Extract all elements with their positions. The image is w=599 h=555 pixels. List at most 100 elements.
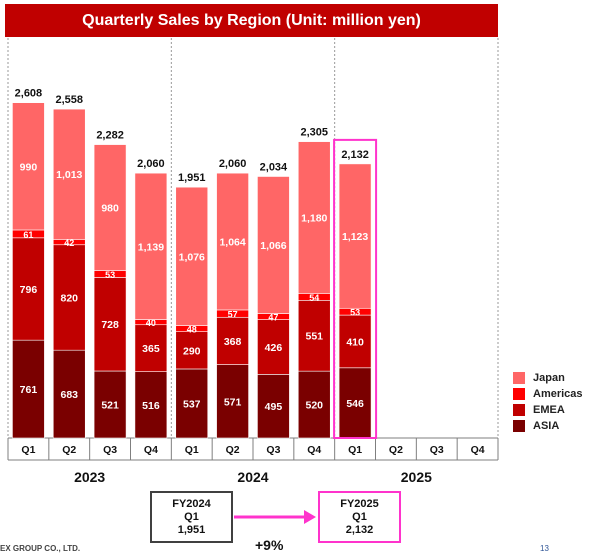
bar-value-label: 53 [105,270,115,280]
bar-segment-asia-2 [93,370,127,439]
highlight-box [333,138,378,439]
footer-company: EX GROUP CO., LTD. [0,544,81,553]
bar-value-label: 521 [101,400,119,412]
bar-value-label: 290 [183,345,201,357]
legend-swatch-emea [513,404,525,416]
bar-value-label: 1,139 [138,241,164,253]
bar-value-label: 571 [224,396,242,408]
bar-segment-asia-6 [257,374,290,439]
bar-total-label: 2,558 [55,94,83,106]
bar-value-label: 728 [101,319,119,331]
bar-segment-asia-7 [297,370,331,439]
bar-segment-japan-3 [134,172,168,320]
bar-value-label: 48 [187,325,197,335]
year-label: 2024 [237,469,268,485]
legend-item-japan: Japan [513,370,583,386]
comparison-box-fy2024: FY2024 Q1 1,951 [150,491,233,543]
comparison-fy2024-quarter: Q1 [184,511,199,523]
comparison-fy2025-quarter: Q1 [352,511,367,523]
bar-segment-japan-4 [175,186,209,326]
growth-rate: +9% [255,537,284,553]
bar-value-label: 410 [346,336,364,348]
legend-label-americas: Americas [533,388,583,400]
bar-value-label: 1,180 [301,213,327,225]
bar-value-label: 368 [224,336,242,348]
bar-total-label: 2,060 [137,158,165,170]
bar-value-label: 546 [346,398,364,410]
bar-total-label: 2,034 [260,161,288,173]
legend-label-japan: Japan [533,372,565,384]
bar-total-label: 2,608 [15,88,43,100]
bar-segment-emea-1 [52,244,86,351]
bar-value-label: 1,013 [56,169,82,181]
bar-value-label: 551 [305,331,323,343]
bar-value-label: 796 [20,284,38,296]
bar-value-label: 54 [309,293,319,303]
bar-total-label: 1,951 [178,172,206,184]
comparison-fy2025-value: 2,132 [345,524,374,536]
comparison-arrow-head [304,510,316,524]
bar-total-label: 2,060 [219,158,247,170]
category-label: Q2 [226,444,240,456]
category-label: Q3 [430,444,444,456]
category-label: Q1 [185,444,199,456]
chart-title: Quarterly Sales by Region (Unit: million… [5,4,498,37]
bar-segment-japan-5 [216,172,249,311]
bar-segment-emea-4 [175,331,209,370]
comparison-fy2024-year: FY2024 [172,498,211,510]
legend-item-americas: Americas [513,386,583,402]
category-label: Q4 [307,444,321,456]
bar-segment-japan-0 [12,102,45,231]
bar-value-label: 57 [228,310,238,320]
bar-value-label: 495 [265,401,283,413]
bar-value-label: 537 [183,398,201,410]
page-number: 13 [540,544,549,553]
bar-value-label: 61 [23,230,33,240]
bar-value-label: 980 [101,203,119,215]
bar-segment-japan-2 [93,144,127,271]
bar-value-label: 1,123 [342,231,368,243]
category-label: Q2 [62,444,76,456]
bar-value-label: 1,064 [219,237,245,249]
bar-value-label: 1,076 [179,251,205,263]
legend-swatch-americas [513,388,525,400]
bar-segment-japan-1 [52,108,86,240]
category-label: Q2 [389,444,403,456]
comparison-box-fy2025: FY2025 Q1 2,132 [318,491,401,543]
legend-swatch-japan [513,372,525,384]
bar-value-label: 42 [64,238,74,248]
comparison-fy2024-value: 1,951 [177,524,206,536]
bar-total-label: 2,305 [300,127,328,139]
bar-segment-asia-8 [338,367,372,439]
bar-value-label: 761 [20,384,38,396]
bar-segment-japan-8 [338,163,372,309]
category-label: Q1 [348,444,362,456]
legend-item-asia: ASIA [513,418,583,434]
bar-value-label: 820 [60,292,78,304]
bar-segment-japan-6 [257,176,290,314]
category-label: Q4 [471,444,485,456]
bar-value-label: 990 [20,161,38,173]
bar-segment-asia-4 [175,368,209,439]
year-label: 2023 [74,469,105,485]
bar-value-label: 516 [142,400,160,412]
bar-value-label: 520 [305,400,323,412]
comparison-fy2025-year: FY2025 [340,498,379,510]
bar-value-label: 365 [142,343,160,355]
bar-segment-asia-3 [134,371,168,439]
category-label: Q4 [144,444,158,456]
bar-value-label: 1,066 [260,240,286,252]
bar-value-label: 40 [146,318,156,328]
bar-segment-emea-3 [134,324,168,372]
year-label: 2025 [401,469,432,485]
bar-value-label: 683 [60,389,78,401]
category-label: Q1 [21,444,35,456]
legend-label-asia: ASIA [533,420,560,432]
legend-item-emea: EMEA [513,402,583,418]
legend-swatch-asia [513,420,525,432]
bar-segment-japan-7 [297,141,331,294]
category-label: Q3 [266,444,280,456]
category-label: Q3 [103,444,117,456]
bar-value-label: 53 [350,308,360,318]
